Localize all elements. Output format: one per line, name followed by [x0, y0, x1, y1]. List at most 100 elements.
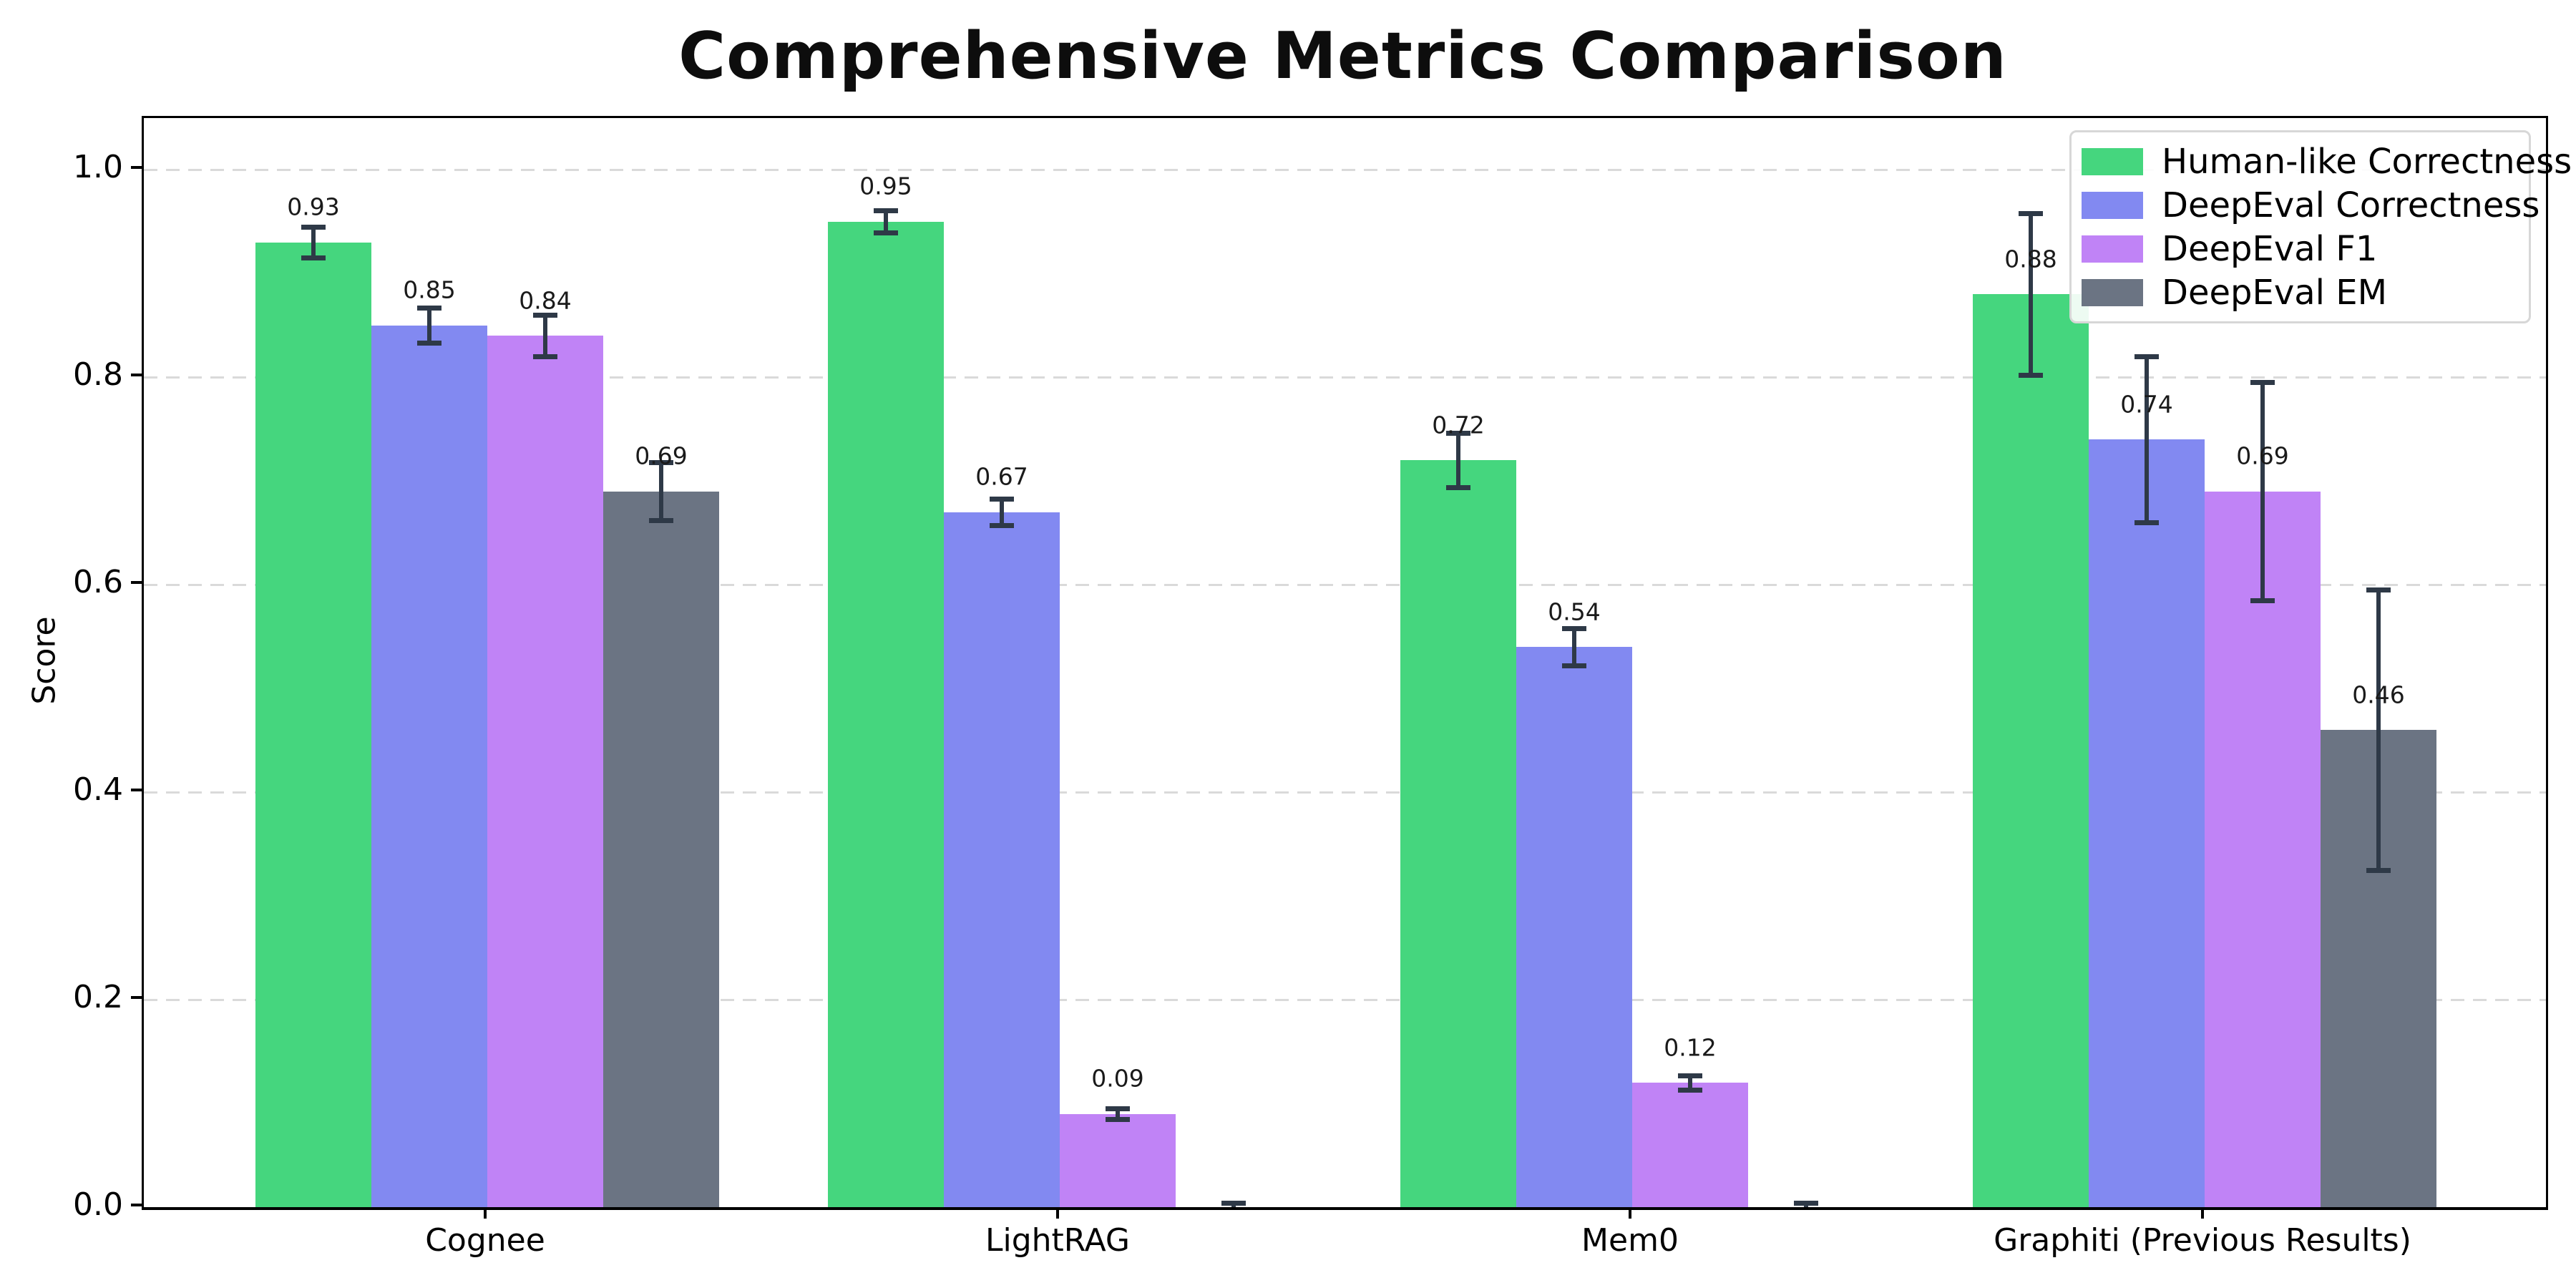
legend-swatch-icon — [2082, 278, 2143, 306]
legend-swatch-icon — [2082, 147, 2143, 175]
error-cap-top-2-3 — [2250, 380, 2275, 386]
bar-value-label-2-0: 0.84 — [519, 286, 572, 315]
error-bar-0-2 — [1456, 433, 1460, 487]
error-bar-1-0 — [427, 307, 431, 343]
bar-deepeval-correctness-1 — [944, 512, 1060, 1207]
legend-row-0: Human-like Correctness — [2082, 145, 2572, 179]
x-tick-mark-2 — [1629, 1208, 1631, 1219]
gridline-1.0 — [144, 168, 2546, 171]
error-cap-top-2-1 — [1106, 1106, 1130, 1112]
y-tick-mark-0.2 — [131, 996, 142, 999]
error-cap-top-3-3 — [2366, 587, 2391, 593]
error-bar-0-1 — [884, 210, 888, 233]
y-tick-mark-0.0 — [131, 1204, 142, 1206]
error-cap-top-3-1 — [1221, 1201, 1246, 1206]
bar-deepeval-f1-0 — [487, 336, 603, 1207]
x-tick-label-3: Graphiti (Previous Results) — [1994, 1222, 2411, 1259]
bar-value-label-2-1: 0.09 — [1091, 1064, 1144, 1093]
x-tick-mark-3 — [2201, 1208, 2204, 1219]
error-bar-1-3 — [2145, 356, 2149, 522]
x-tick-label-1: LightRAG — [985, 1222, 1131, 1259]
error-cap-top-1-0 — [417, 305, 441, 311]
legend-swatch-icon — [2082, 191, 2143, 219]
bar-value-label-2-2: 0.12 — [1664, 1033, 1717, 1062]
bar-value-label-1-0: 0.85 — [403, 275, 456, 304]
error-cap-bottom-1-3 — [2135, 520, 2159, 525]
error-cap-bottom-2-2 — [1678, 1088, 1702, 1093]
y-tick-mark-1.0 — [131, 166, 142, 169]
x-tick-mark-1 — [1056, 1208, 1059, 1219]
error-bar-0-3 — [2029, 213, 2033, 376]
error-cap-bottom-0-1 — [874, 230, 898, 236]
legend-label-0: Human-like Correctness — [2162, 141, 2572, 182]
legend: Human-like Correctness DeepEval Correctne… — [2069, 130, 2572, 323]
legend-row-3: DeepEval EM — [2082, 275, 2529, 310]
legend-label-2: DeepEval F1 — [2162, 228, 2378, 269]
bar-deepeval-f1-2 — [1632, 1083, 1748, 1207]
x-tick-label-0: Cognee — [425, 1222, 545, 1259]
error-bar-0-0 — [311, 226, 316, 258]
error-cap-bottom-1-1 — [990, 523, 1014, 529]
bar-human-like-correctness-1 — [828, 221, 944, 1207]
error-bar-2-1 — [1116, 1108, 1120, 1119]
bar-value-label-3-0: 0.69 — [635, 441, 688, 470]
error-cap-top-1-3 — [2135, 354, 2159, 359]
error-cap-top-3-0 — [649, 459, 673, 465]
bar-deepeval-f1-1 — [1060, 1113, 1176, 1207]
y-tick-label-0.8: 0.8 — [73, 356, 123, 393]
bar-value-label-0-1: 0.95 — [859, 172, 912, 200]
legend-label-1: DeepEval Correctness — [2162, 185, 2540, 225]
error-cap-bottom-2-0 — [533, 354, 557, 359]
error-cap-bottom-2-1 — [1106, 1116, 1130, 1122]
bar-deepeval-f1-3 — [2205, 491, 2321, 1207]
error-cap-top-1-2 — [1562, 625, 1586, 631]
error-cap-top-0-3 — [2019, 210, 2043, 216]
gridline-0.8 — [144, 376, 2546, 379]
error-bar-2-2 — [1688, 1075, 1692, 1091]
error-cap-top-0-0 — [301, 224, 326, 230]
error-cap-top-2-0 — [533, 313, 557, 318]
bar-human-like-correctness-2 — [1400, 460, 1516, 1207]
error-cap-bottom-0-3 — [2019, 373, 2043, 379]
legend-label-3: DeepEval EM — [2162, 272, 2387, 313]
legend-row-2: DeepEval F1 — [2082, 232, 2529, 266]
error-cap-bottom-0-0 — [301, 255, 326, 261]
x-tick-mark-0 — [484, 1208, 487, 1219]
bar-value-label-0-0: 0.93 — [287, 192, 340, 221]
error-cap-top-0-1 — [874, 208, 898, 213]
error-cap-top-0-2 — [1446, 431, 1470, 436]
bar-human-like-correctness-0 — [255, 242, 371, 1207]
error-bar-3-3 — [2376, 590, 2381, 870]
bar-human-like-correctness-3 — [1973, 294, 2089, 1207]
y-tick-label-1.0: 1.0 — [73, 149, 123, 185]
y-axis-label: Score — [26, 616, 63, 705]
bar-value-label-3-3: 0.46 — [2352, 680, 2405, 709]
chart-title: Comprehensive Metrics Comparison — [678, 18, 2007, 94]
y-tick-mark-0.6 — [131, 581, 142, 584]
y-tick-label-0.2: 0.2 — [73, 979, 123, 1015]
y-tick-label-0.6: 0.6 — [73, 564, 123, 600]
bar-deepeval-correctness-3 — [2089, 439, 2205, 1207]
error-cap-bottom-3-3 — [2366, 867, 2391, 873]
error-cap-top-1-1 — [990, 496, 1014, 502]
x-tick-label-2: Mem0 — [1581, 1222, 1679, 1259]
legend-swatch-icon — [2082, 235, 2143, 263]
legend-row-1: DeepEval Correctness — [2082, 188, 2540, 223]
error-bar-2-3 — [2260, 382, 2265, 600]
bar-value-label-2-3: 0.69 — [2236, 441, 2289, 470]
y-tick-label-0.0: 0.0 — [73, 1186, 123, 1223]
y-tick-mark-0.4 — [131, 789, 142, 791]
bar-value-label-0-2: 0.72 — [1432, 411, 1485, 439]
bar-deepeval-em-0 — [603, 491, 719, 1207]
bar-value-label-1-2: 0.54 — [1548, 597, 1601, 626]
y-tick-mark-0.8 — [131, 374, 142, 376]
error-cap-top-2-2 — [1678, 1073, 1702, 1078]
bar-deepeval-correctness-0 — [371, 325, 487, 1207]
gridline-0.6 — [144, 583, 2546, 586]
error-cap-bottom-1-2 — [1562, 663, 1586, 669]
plot-area: 0.93 0.95 0.72 0.88 0.85 0.67 0.54 0.74 0.84 0.09… — [142, 116, 2572, 1210]
error-cap-bottom-3-0 — [649, 518, 673, 524]
error-bar-1-1 — [1000, 498, 1004, 526]
error-cap-bottom-2-3 — [2250, 597, 2275, 603]
